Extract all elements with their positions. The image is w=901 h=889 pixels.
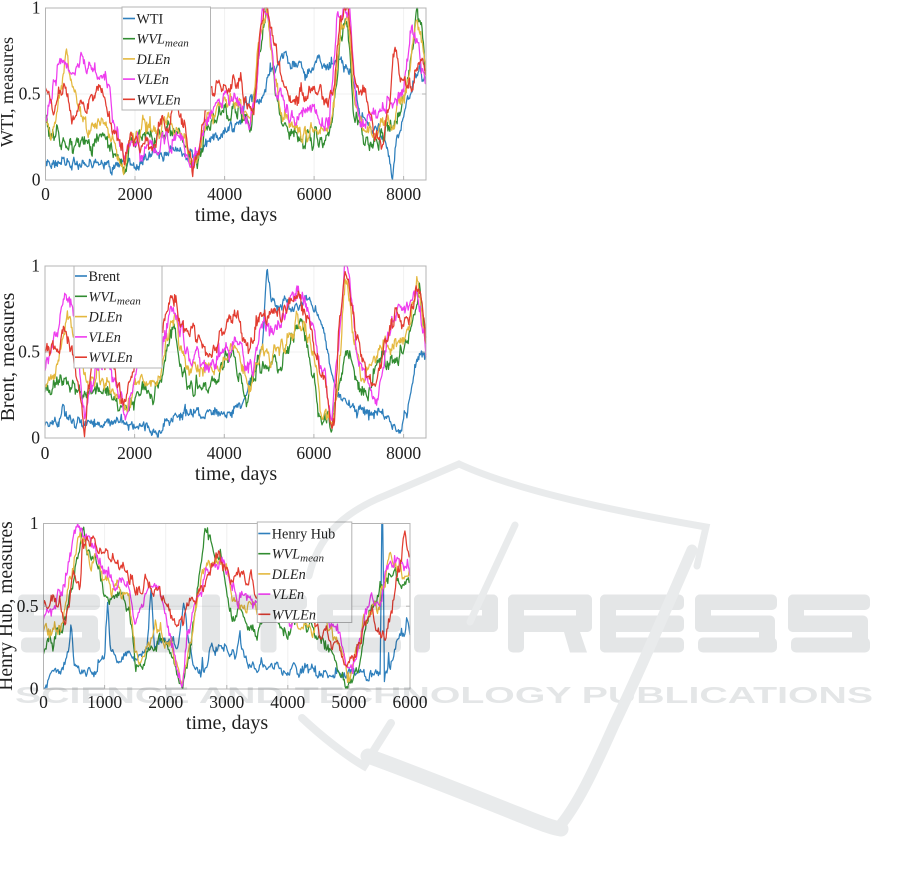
svg-text:1: 1 bbox=[31, 256, 40, 276]
svg-text:2000: 2000 bbox=[118, 184, 153, 204]
svg-text:DLEn: DLEn bbox=[271, 567, 306, 583]
svg-text:1: 1 bbox=[32, 0, 41, 18]
svg-text:WVLmean: WVLmean bbox=[89, 289, 142, 307]
svg-text:6000: 6000 bbox=[297, 184, 332, 204]
svg-text:4000: 4000 bbox=[207, 443, 242, 463]
svg-text:WTI, measures: WTI, measures bbox=[0, 37, 17, 147]
svg-text:SCIENCE AND TECHNOLOGY PUBLICA: SCIENCE AND TECHNOLOGY PUBLICATIONS bbox=[15, 682, 873, 708]
svg-text:WVLEn: WVLEn bbox=[272, 607, 316, 623]
svg-text:Brent: Brent bbox=[89, 269, 121, 285]
svg-text:2000: 2000 bbox=[148, 692, 183, 712]
svg-text:1: 1 bbox=[30, 513, 39, 533]
svg-text:VLEn: VLEn bbox=[89, 330, 121, 346]
svg-text:Henry Hub: Henry Hub bbox=[272, 527, 335, 543]
svg-text:4000: 4000 bbox=[207, 184, 242, 204]
svg-text:time, days: time, days bbox=[186, 712, 268, 734]
svg-text:0.5: 0.5 bbox=[19, 84, 41, 104]
svg-text:1000: 1000 bbox=[87, 692, 122, 712]
svg-text:6000: 6000 bbox=[393, 692, 428, 712]
svg-text:VLEn: VLEn bbox=[137, 72, 169, 88]
svg-text:3000: 3000 bbox=[209, 692, 244, 712]
svg-text:5000: 5000 bbox=[331, 692, 366, 712]
svg-text:WVLmean: WVLmean bbox=[137, 32, 190, 50]
svg-text:0: 0 bbox=[39, 692, 48, 712]
svg-text:DLEn: DLEn bbox=[136, 52, 171, 68]
svg-text:DLEn: DLEn bbox=[88, 310, 123, 326]
svg-text:0: 0 bbox=[41, 443, 50, 463]
svg-text:Henry Hub, measures: Henry Hub, measures bbox=[0, 521, 17, 691]
svg-text:8000: 8000 bbox=[386, 184, 421, 204]
svg-text:WVLEn: WVLEn bbox=[89, 350, 133, 366]
svg-text:4000: 4000 bbox=[270, 692, 305, 712]
svg-text:Brent, measures: Brent, measures bbox=[0, 292, 19, 421]
svg-text:0: 0 bbox=[41, 184, 50, 204]
svg-text:2000: 2000 bbox=[117, 443, 152, 463]
svg-text:0.5: 0.5 bbox=[18, 342, 40, 362]
svg-text:time, days: time, days bbox=[195, 463, 277, 485]
svg-text:8000: 8000 bbox=[386, 443, 421, 463]
svg-text:time, days: time, days bbox=[195, 204, 277, 226]
svg-text:6000: 6000 bbox=[296, 443, 331, 463]
svg-text:WVLEn: WVLEn bbox=[137, 92, 181, 108]
svg-text:0: 0 bbox=[30, 679, 39, 699]
svg-text:WTI: WTI bbox=[137, 12, 164, 28]
svg-text:0: 0 bbox=[32, 170, 41, 190]
svg-text:0: 0 bbox=[31, 428, 40, 448]
